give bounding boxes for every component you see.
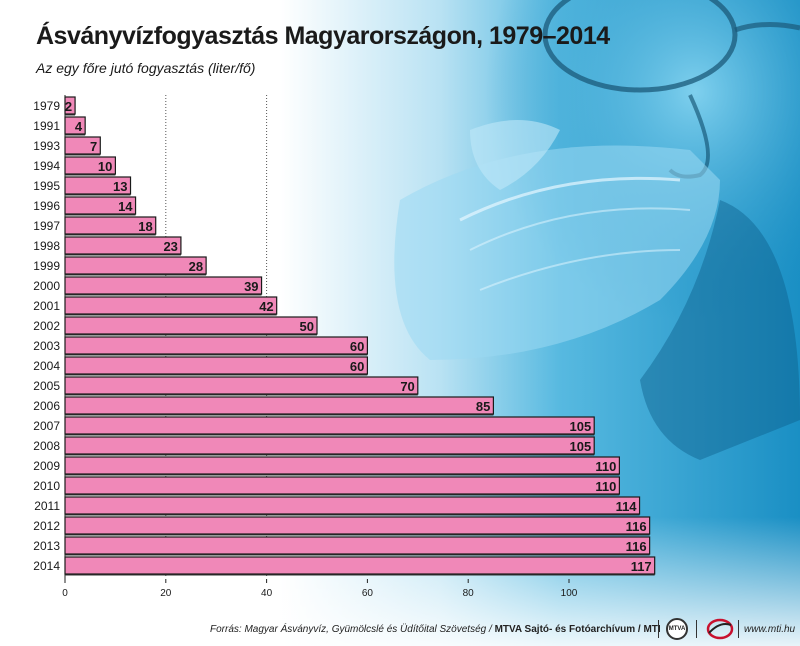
category-label: 2010 [33, 479, 60, 493]
bar [64, 316, 318, 335]
bar [64, 516, 651, 535]
value-label: 39 [244, 279, 258, 294]
bar [64, 476, 621, 495]
credit-text: MTVA Sajtó- és Fotóarchívum / MTI [494, 624, 661, 635]
value-label: 28 [189, 259, 203, 274]
category-label: 2005 [33, 379, 60, 393]
x-tick-label: 0 [62, 588, 68, 599]
bar [64, 356, 368, 375]
category-label: 2014 [33, 559, 60, 573]
bar [64, 396, 494, 415]
value-label: 116 [626, 519, 647, 534]
x-tick-label: 20 [160, 588, 172, 599]
bar [64, 116, 86, 135]
bar [64, 536, 651, 555]
footer-separator [696, 620, 697, 638]
value-label: 50 [300, 319, 314, 334]
bar [64, 256, 207, 275]
category-label: 1993 [33, 139, 60, 153]
bar [64, 176, 132, 195]
value-label: 110 [595, 459, 616, 474]
category-label: 2008 [33, 439, 60, 453]
value-label: 2 [65, 99, 72, 114]
value-label: 13 [113, 179, 127, 194]
x-tick-label: 80 [463, 588, 475, 599]
value-label: 117 [631, 559, 652, 574]
value-label: 116 [626, 539, 647, 554]
category-label: 2011 [34, 499, 60, 513]
bar [64, 196, 137, 215]
bar [64, 276, 263, 295]
bar [64, 336, 368, 355]
url-link[interactable]: www.mti.hu [744, 624, 796, 635]
mti-logo-icon [706, 618, 734, 640]
category-label: 2013 [33, 539, 60, 553]
value-label: 60 [350, 339, 364, 354]
value-label: 10 [98, 159, 112, 174]
value-label: 105 [569, 439, 591, 454]
footer-separator [658, 620, 659, 638]
bar [64, 296, 278, 315]
category-label: 2000 [33, 279, 60, 293]
value-label: 18 [138, 219, 152, 234]
category-label: 2012 [33, 519, 60, 533]
value-label: 14 [118, 199, 133, 214]
category-label: 2001 [33, 299, 60, 313]
category-label: 1979 [33, 99, 60, 113]
footer-separator [738, 620, 739, 638]
value-label: 70 [400, 379, 414, 394]
category-label: 2004 [33, 359, 60, 373]
category-label: 1996 [33, 199, 60, 213]
value-label: 7 [90, 139, 97, 154]
bar [64, 136, 101, 155]
category-label: 2009 [33, 459, 60, 473]
chart-title: Ásványvízfogyasztás Magyarországon, 1979… [36, 22, 610, 50]
mtva-logo: MTVA [666, 618, 688, 640]
bar [64, 236, 182, 255]
x-tick-label: 100 [561, 588, 578, 599]
value-label: 4 [75, 119, 83, 134]
category-label: 2002 [33, 319, 60, 333]
category-label: 1997 [33, 219, 60, 233]
bar [64, 216, 157, 235]
source-text: Forrás: Magyar Ásványvíz, Gyümölcslé és … [210, 624, 492, 635]
bar [64, 156, 117, 175]
x-tick-label: 60 [362, 588, 374, 599]
chart-subtitle: Az egy főre jutó fogyasztás (liter/fő) [36, 60, 256, 76]
bar [64, 96, 76, 115]
value-label: 105 [569, 419, 591, 434]
bar [64, 556, 656, 575]
bar [64, 436, 595, 455]
value-label: 60 [350, 359, 364, 374]
category-label: 1999 [33, 259, 60, 273]
category-label: 1998 [33, 239, 60, 253]
bar [64, 376, 419, 395]
value-label: 42 [259, 299, 273, 314]
category-label: 2003 [33, 339, 60, 353]
value-label: 114 [616, 499, 638, 514]
bar [64, 496, 641, 515]
x-tick-label: 40 [261, 588, 273, 599]
value-label: 110 [595, 479, 616, 494]
value-label: 23 [163, 239, 177, 254]
source-note: Forrás: Magyar Ásványvíz, Gyümölcslé és … [210, 624, 661, 635]
category-label: 1991 [33, 119, 60, 133]
category-label: 1994 [33, 159, 60, 173]
category-label: 1995 [33, 179, 60, 193]
bar [64, 456, 621, 475]
value-label: 85 [476, 399, 490, 414]
category-label: 2007 [33, 419, 60, 433]
category-label: 2006 [33, 399, 60, 413]
bar [64, 416, 595, 435]
